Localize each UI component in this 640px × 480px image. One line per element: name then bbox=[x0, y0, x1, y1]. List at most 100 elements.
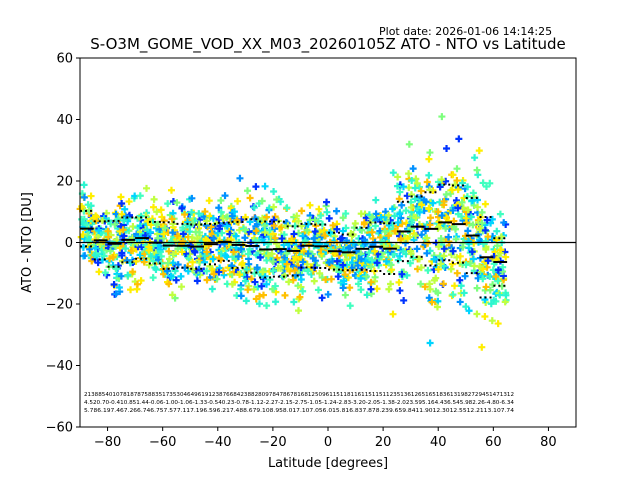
scatter-point bbox=[456, 276, 464, 284]
scatter-point bbox=[395, 278, 403, 286]
scatter-point bbox=[172, 276, 180, 284]
scatter-point bbox=[165, 247, 173, 255]
scatter-point bbox=[494, 277, 502, 285]
scatter-point bbox=[293, 212, 301, 220]
scatter-point bbox=[218, 229, 226, 237]
bin-statistics-table: 2138854010781878758835173530464961912387… bbox=[84, 392, 515, 414]
scatter-point bbox=[217, 197, 225, 205]
scatter-point bbox=[434, 265, 442, 273]
scatter-point bbox=[482, 182, 490, 190]
scatter-point bbox=[346, 284, 354, 292]
scatter-point bbox=[188, 265, 196, 273]
scatter-point bbox=[426, 149, 434, 157]
scatter-point bbox=[368, 256, 376, 264]
scatter-point bbox=[203, 276, 211, 284]
scatter-point bbox=[294, 217, 302, 225]
scatter-point bbox=[121, 205, 129, 213]
scatter-point bbox=[423, 249, 431, 257]
scatter-point bbox=[484, 233, 492, 241]
scatter-point bbox=[188, 233, 196, 241]
scatter-point bbox=[327, 246, 335, 254]
scatter-point bbox=[492, 273, 500, 281]
scatter-point bbox=[400, 296, 408, 304]
scatter-point bbox=[453, 165, 461, 173]
scatter-point bbox=[221, 192, 229, 200]
scatter-point bbox=[365, 249, 373, 257]
scatter-point bbox=[269, 267, 277, 275]
scatter-point bbox=[333, 257, 341, 265]
scatter-point bbox=[188, 194, 196, 202]
scatter-point bbox=[137, 212, 145, 220]
scatter-point bbox=[437, 235, 445, 243]
scatter-point bbox=[80, 181, 88, 189]
scatter-point bbox=[456, 298, 464, 306]
scatter-point bbox=[389, 310, 397, 318]
scatter-point bbox=[258, 197, 266, 205]
scatter-point bbox=[439, 280, 447, 288]
scatter-point bbox=[459, 243, 467, 251]
scatter-point bbox=[406, 259, 414, 267]
scatter-point bbox=[482, 244, 490, 252]
scatter-point bbox=[210, 235, 218, 243]
scatter-point bbox=[318, 294, 326, 302]
scatter-point bbox=[398, 220, 406, 228]
scatter-point bbox=[385, 285, 393, 293]
scatter-point bbox=[417, 264, 425, 272]
scatter-point bbox=[263, 302, 271, 310]
scatter-point bbox=[253, 220, 261, 228]
scatter-point bbox=[442, 224, 450, 232]
scatter-point bbox=[256, 253, 264, 261]
scatter-point bbox=[165, 280, 173, 288]
x-tick-label: 0 bbox=[324, 435, 332, 450]
scatter-point bbox=[470, 201, 478, 209]
scatter-point bbox=[339, 214, 347, 222]
scatter-point bbox=[125, 198, 133, 206]
y-axis-label: ATO - NTO [DU] bbox=[20, 192, 35, 293]
scatter-point bbox=[434, 289, 442, 297]
scatter-point bbox=[115, 284, 123, 292]
scatter-point bbox=[157, 206, 165, 214]
scatter-point bbox=[217, 256, 225, 264]
scatter-point bbox=[250, 285, 258, 293]
scatter-point bbox=[253, 264, 261, 272]
scatter-point bbox=[152, 266, 160, 274]
scatter-point bbox=[232, 232, 240, 240]
scatter-point bbox=[242, 297, 250, 305]
scatter-point bbox=[417, 280, 425, 288]
scatter-point bbox=[190, 247, 198, 255]
scatter-point bbox=[166, 255, 174, 263]
scatter-point bbox=[321, 232, 329, 240]
scatter-point bbox=[316, 269, 324, 277]
scatter-point bbox=[494, 266, 502, 274]
scatter-point bbox=[271, 282, 279, 290]
scatter-point bbox=[394, 173, 402, 181]
scatter-point bbox=[112, 265, 120, 273]
scatter-point bbox=[280, 231, 288, 239]
scatter-point bbox=[223, 222, 231, 230]
scatter-point bbox=[298, 207, 306, 215]
scatter-point bbox=[193, 277, 201, 285]
scatter-point bbox=[244, 187, 252, 195]
scatter-point bbox=[440, 197, 448, 205]
scatter-point bbox=[311, 257, 319, 265]
scatter-point bbox=[237, 285, 245, 293]
x-axis: −80 −60 −40 −20 0 20 40 60 80 bbox=[94, 427, 557, 450]
scatter-point bbox=[339, 284, 347, 292]
scatter-point bbox=[399, 247, 407, 255]
scatter-point bbox=[244, 286, 252, 294]
scatter-point bbox=[438, 113, 446, 121]
scatter-point bbox=[237, 245, 245, 253]
scatter-point bbox=[179, 224, 187, 232]
scatter-point bbox=[407, 203, 415, 211]
scatter-point bbox=[453, 177, 461, 185]
scatter-point bbox=[208, 266, 216, 274]
scatter-point bbox=[292, 253, 300, 261]
scatter-point bbox=[83, 221, 91, 229]
scatter-point bbox=[396, 252, 404, 260]
scatter-point bbox=[297, 283, 305, 291]
scatter-point bbox=[428, 298, 436, 306]
scatter-point bbox=[413, 245, 421, 253]
scatter-point bbox=[447, 265, 455, 273]
plot-date: Plot date: 2026-01-06 14:14:25 bbox=[379, 25, 552, 38]
scatter-point bbox=[481, 200, 489, 208]
